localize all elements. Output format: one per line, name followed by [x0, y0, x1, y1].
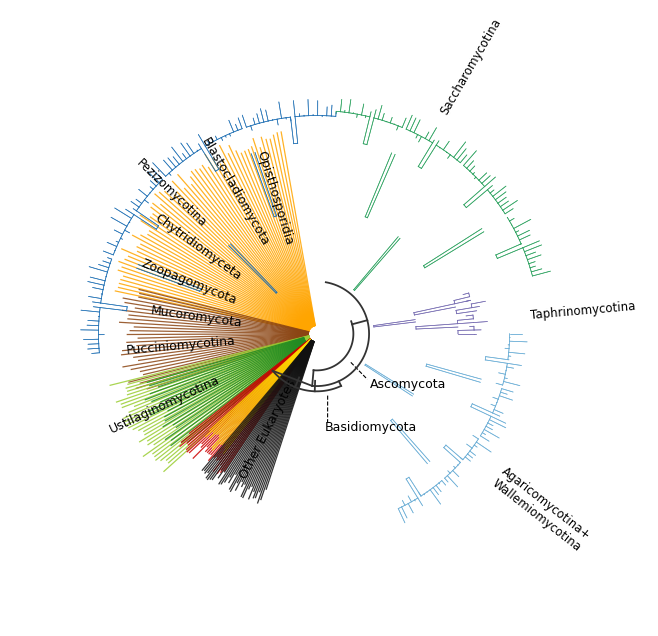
Text: Mucoromycota: Mucoromycota	[150, 304, 243, 330]
Text: Saccharomycotina: Saccharomycotina	[438, 17, 503, 117]
Text: Pezizomycotina: Pezizomycotina	[134, 156, 209, 230]
Text: Ustilaginomycotina: Ustilaginomycotina	[108, 373, 222, 436]
Text: Blastocladiomycota: Blastocladiomycota	[199, 135, 271, 249]
Text: Other Eukaryotes: Other Eukaryotes	[238, 378, 299, 481]
Text: Agaricomycotina+
Wallemiomycotina: Agaricomycotina+ Wallemiomycotina	[490, 464, 593, 554]
Text: Opisthosporidia: Opisthosporidia	[255, 149, 296, 247]
Text: Ascomycota: Ascomycota	[369, 378, 446, 391]
Text: Basidiomycota: Basidiomycota	[325, 421, 417, 434]
Text: Zoopagomycota: Zoopagomycota	[139, 257, 239, 307]
Text: Pucciniomycotina: Pucciniomycotina	[126, 335, 236, 357]
Text: Taphrinomycotina: Taphrinomycotina	[530, 300, 636, 322]
Text: Chytridiomyceta: Chytridiomyceta	[152, 212, 243, 283]
